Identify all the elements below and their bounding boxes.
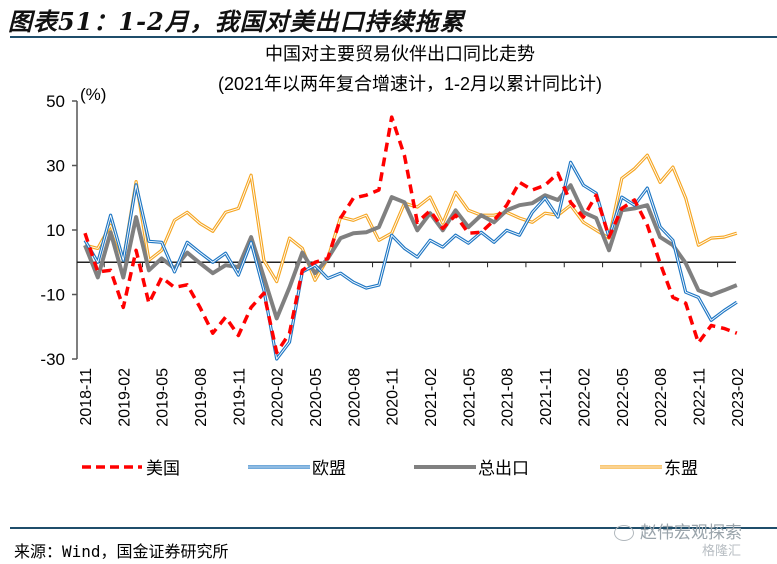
legend-item: 欧盟: [248, 459, 346, 479]
x-tick-label: 2020-02: [270, 368, 287, 427]
series-东盟: [84, 153, 738, 284]
x-tick-label: 2019-05: [155, 368, 172, 427]
y-tick-label: 30: [46, 157, 65, 176]
legend-label: 欧盟: [312, 459, 346, 479]
x-tick-label: 2023-02: [730, 368, 747, 427]
x-tick-label: 2019-08: [193, 368, 210, 427]
x-tick-label: 2022-02: [576, 368, 593, 427]
series-line: [83, 183, 738, 321]
chart-title: 中国对主要贸易伙伴出口同比走势: [265, 44, 535, 65]
legend-item: 东盟: [600, 459, 698, 479]
x-tick-label: 2021-08: [500, 368, 517, 427]
series-line-inner: [84, 161, 738, 360]
x-tick-label: 2021-05: [461, 368, 478, 427]
bottom-rule: [10, 527, 777, 529]
legend-label: 总出口: [478, 459, 529, 479]
legend-item: 总出口: [414, 459, 529, 479]
top-rule: [10, 36, 777, 38]
x-tick-label: 2019-02: [116, 368, 133, 427]
x-tick-label: 2019-11: [231, 368, 248, 426]
watermark-secondary: 格隆汇: [702, 544, 742, 559]
y-tick-label: -10: [40, 286, 65, 305]
series-line: [83, 115, 738, 355]
legend-item: 美国: [82, 459, 180, 479]
x-tick-label: 2021-11: [538, 368, 555, 426]
figure-title: 图表51：1-2月，我国对美出口持续拖累: [8, 7, 465, 36]
x-tick-label: 2018-11: [78, 368, 95, 426]
y-tick-label: 50: [46, 92, 65, 111]
legend-label: 美国: [146, 459, 180, 479]
y-tick-label: -30: [40, 350, 65, 369]
x-tick-label: 2022-08: [653, 368, 670, 427]
x-axis: 2018-11 2019-02 2019-05 2019-08 2019-11 2020-…: [77, 261, 747, 427]
watermark: 赵伟宏观探索: [614, 518, 742, 543]
y-tick-label: 10: [46, 221, 65, 240]
y-axis-unit-label: (%): [80, 85, 106, 104]
legend: 美国 欧盟 总出口 东盟: [82, 459, 698, 479]
series-欧盟: [83, 160, 738, 361]
wechat-icon: [614, 525, 634, 541]
x-tick-label: 2022-05: [615, 368, 632, 427]
legend-label: 东盟: [664, 459, 698, 479]
chart-subtitle: (2021年以两年复合增速计，1-2月以累计同比计): [218, 74, 602, 94]
x-tick-label: 2022-11: [691, 368, 708, 426]
watermark-text: 赵伟宏观探索: [640, 523, 742, 543]
y-axis: 50 30 10 -10 -30: [40, 92, 78, 369]
series-美国: [83, 115, 738, 355]
series-line-inner: [84, 154, 737, 283]
x-tick-label: 2020-11: [385, 368, 402, 426]
x-tick-label: 2020-08: [346, 368, 363, 427]
x-tick-label: 2020-05: [308, 368, 325, 427]
series-总出口: [83, 183, 738, 321]
x-tick-label: 2021-02: [423, 368, 440, 427]
series-layer: [83, 115, 738, 361]
line-chart: 中国对主要贸易伙伴出口同比走势 (2021年以两年复合增速计，1-2月以累计同比…: [40, 44, 747, 479]
source-note: 来源：Wind，国金证券研究所: [14, 542, 229, 561]
